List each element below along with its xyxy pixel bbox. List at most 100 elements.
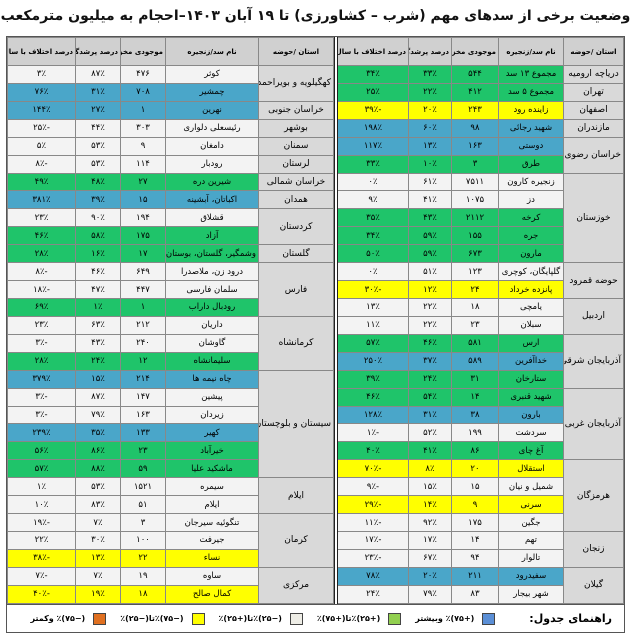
table-row: همدان اکباتان، آبشینه ۱۵ ۳۹٪ ۳۸۱٪	[7, 190, 334, 210]
dam-name-cell: سفیدرود	[498, 566, 564, 586]
fill-percent-cell: ۲۴٪	[75, 351, 121, 371]
diff-percent-cell: ۳٪	[7, 65, 76, 84]
dam-name-cell: شهید رجائی	[498, 118, 564, 138]
table-row: کرمانشاه داریان ۲۱۲ ۶۳٪ ۲۳٪	[7, 315, 334, 371]
fill-percent-cell: ۱۲٪	[408, 280, 452, 299]
dam-name-cell: رودبال داراب	[165, 297, 259, 317]
header-dam: نام سد/زنجیره	[165, 37, 259, 66]
volume-cell: ۱۹	[120, 566, 166, 586]
dam-name-cell: کرخه	[498, 208, 564, 228]
diff-percent-cell: -۳۸٪	[7, 548, 76, 568]
table-row: دریاچه ارومیه مجموع ۱۳ سد ۵۴۴ ۳۳٪ ۳۴٪	[337, 65, 624, 84]
dam-name-cell: ستارخان	[498, 369, 564, 389]
fill-percent-cell: ۶۱٪	[408, 172, 452, 192]
volume-cell: ۱۹۴	[120, 208, 166, 228]
volume-cell: ۱۰۰	[120, 530, 166, 550]
dam-name-cell: سلمان فارسی	[165, 280, 259, 299]
table-row: آغ چای ۸۶ ۴۱٪ ۴۰٪	[337, 441, 624, 461]
table-row: خراسان شمالی شیرین دره ۲۷ ۴۸٪ ۴۹٪	[7, 172, 334, 192]
table-row: سلیمانشاه ۱۲ ۲۴٪ ۲۸٪	[7, 351, 334, 371]
diff-percent-cell: -۳٪	[7, 333, 76, 353]
region-cell: کردستان	[258, 208, 334, 246]
diff-percent-cell: -۷۰٪	[337, 459, 409, 479]
diff-percent-cell: ۳۷۹٪	[7, 369, 76, 389]
fill-percent-cell: ۵۳٪	[75, 136, 121, 156]
header-region: استان /حوضه	[258, 37, 334, 66]
table-row: کهگیلویه و بویراحمد کوثر ۴۷۶ ۸۷٪ ۳٪	[7, 65, 334, 102]
dam-name-cell: سبلان	[498, 315, 564, 335]
fill-percent-cell: ۷٪	[75, 566, 121, 586]
fill-percent-cell: ۵۹٪	[408, 226, 452, 246]
table-row: جره ۱۵۵ ۵۹٪ ۳۴٪	[337, 226, 624, 246]
legend-title: راهنمای جدول:	[529, 612, 612, 625]
fill-percent-cell: ۸۷٪	[75, 387, 121, 407]
diff-percent-cell: -۷٪	[7, 566, 76, 586]
region-cell: کرمانشاه	[258, 315, 334, 371]
dam-name-cell: پانزده خرداد	[498, 280, 564, 299]
table-row: بارون ۳۸ ۳۱٪ ۱۲۸٪	[337, 405, 624, 425]
diff-percent-cell: ۲۵٪	[337, 82, 409, 102]
volume-cell: ۲۱۱۲	[451, 208, 499, 228]
fill-percent-cell: ۵۳٪	[75, 477, 121, 497]
diff-percent-cell: ۳۵٪	[337, 208, 409, 228]
region-cell: بوشهر	[258, 118, 334, 138]
dam-name-cell: چاه نیمه ها	[165, 369, 259, 389]
volume-cell: ۳	[120, 513, 166, 532]
fill-percent-cell: ۴۳٪	[75, 333, 121, 353]
dam-name-cell: رئیسعلی دلواری	[165, 118, 259, 138]
fill-percent-cell: ۸۳٪	[75, 495, 121, 515]
fill-percent-cell: ۸۶٪	[75, 441, 121, 461]
diff-percent-cell: ۵٪	[7, 136, 76, 156]
dam-name-cell: زنجیره کارون	[498, 172, 564, 192]
diff-percent-cell: -۱۷٪	[337, 530, 409, 550]
region-cell: اردبیل	[563, 297, 624, 335]
fill-percent-cell: ۵۲٪	[408, 423, 452, 443]
table-row: زیردان ۱۶۳ ۷۹٪ -۳٪	[7, 405, 334, 425]
dam-name-cell: چمشیر	[165, 82, 259, 102]
diff-percent-cell: ۲۵۰٪	[337, 351, 409, 371]
dam-name-cell: شهر بیجار	[498, 584, 564, 604]
diff-percent-cell: ۵۶٪	[7, 441, 76, 461]
fill-percent-cell: ۳۷٪	[408, 351, 452, 371]
region-cell: حوضه قمرود	[563, 262, 624, 299]
volume-cell: ۲۰	[451, 459, 499, 479]
fill-percent-cell: ۱۷٪	[408, 530, 452, 550]
dam-name-cell: آزاد	[165, 226, 259, 246]
volume-cell: ۱۲	[120, 351, 166, 371]
diff-percent-cell: ۲۳٪	[7, 315, 76, 335]
table-row: کرخه ۲۱۱۲ ۴۳٪ ۳۵٪	[337, 208, 624, 228]
volume-cell: ۲۳	[120, 441, 166, 461]
legend-item: (−۷۵)٪تا(−۲۵)٪	[120, 612, 205, 625]
fill-percent-cell: ۲۲٪	[408, 297, 452, 317]
table-row: خیرآباد ۲۳ ۸۶٪ ۵۶٪	[7, 441, 334, 461]
table-row: اردبیل یامچی ۱۸ ۲۲٪ ۱۳٪	[337, 297, 624, 335]
region-cell: تهران	[563, 82, 624, 102]
diff-percent-cell: ۰٪	[337, 172, 409, 192]
fill-percent-cell: ۵۹٪	[408, 244, 452, 264]
diff-percent-cell: -۳۰٪	[337, 280, 409, 299]
volume-cell: ۸۳	[451, 584, 499, 604]
diff-percent-cell: ۲۲٪	[7, 530, 76, 550]
dam-name-cell: تنگوئیه سیرجان	[165, 513, 259, 532]
region-cell: هرمزگان	[563, 459, 624, 532]
region-cell: گیلان	[563, 566, 624, 604]
fill-percent-cell: ۲۲٪	[408, 315, 452, 335]
volume-cell: ۱۱۴	[120, 154, 166, 174]
table-row: سردشت ۱۹۹ ۵۲٪ -۱٪	[337, 423, 624, 443]
diff-percent-cell: ۳۴٪	[337, 226, 409, 246]
table-row: گلستان وشمگیر، گلستان، بوستان ۱۷ ۱۶٪ ۲۸٪	[7, 244, 334, 264]
dam-name-cell: تهم	[498, 530, 564, 550]
diff-percent-cell: ۴۶٪	[337, 387, 409, 407]
volume-cell: ۱۶۳	[451, 136, 499, 156]
fill-percent-cell: ۲۴٪	[408, 369, 452, 389]
fill-percent-cell: ۴۴٪	[75, 118, 121, 138]
diff-percent-cell: -۴۰٪	[7, 584, 76, 604]
legend-label: (+۲۵)٪تا(+۷۵)٪	[316, 614, 381, 623]
volume-cell: ۱۴	[451, 387, 499, 407]
fill-percent-cell: ۲۲٪	[408, 82, 452, 102]
table-row: گاوشان ۲۴۰ ۴۳٪ -۳٪	[7, 333, 334, 353]
dam-name-cell: قشلاق	[165, 208, 259, 228]
fill-percent-cell: ۴۸٪	[75, 172, 121, 192]
page-title: وضعیت برخی از سدهای مهم (شرب – کشاورزی) …	[0, 8, 631, 24]
header-region: استان /حوضه	[563, 37, 624, 66]
